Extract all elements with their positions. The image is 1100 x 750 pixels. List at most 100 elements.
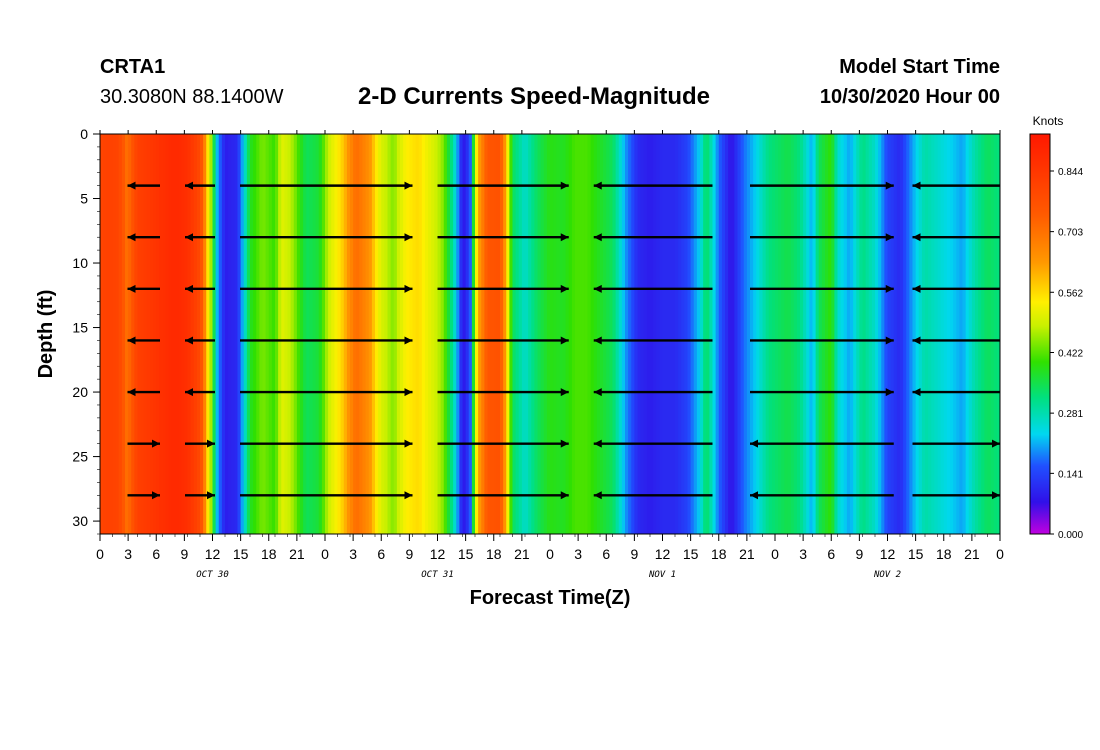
heatmap-cell [743, 134, 748, 534]
heatmap-cell [434, 134, 439, 534]
x-tick-label: 15 [458, 546, 474, 562]
current-vector-arrow [593, 388, 713, 397]
y-tick-label: 20 [72, 384, 88, 400]
heatmap-cell [531, 134, 535, 534]
heatmap-cell [731, 134, 735, 534]
heatmap-cell [162, 134, 167, 534]
current-vector-arrow [750, 336, 894, 345]
x-tick-label: 3 [124, 546, 132, 562]
heatmap-cell [762, 134, 767, 534]
heatmap-cell [450, 134, 454, 534]
heatmap-cell [800, 134, 804, 534]
heatmap-cell [178, 134, 182, 534]
heatmap-cell [571, 134, 576, 534]
heatmap-cell [331, 134, 335, 534]
y-tick-label: 0 [80, 126, 88, 142]
x-tick-label: 18 [711, 546, 727, 562]
y-tick-label: 25 [72, 449, 88, 465]
heatmap-cell [915, 134, 920, 534]
heatmap-cell [618, 134, 623, 534]
heatmap-cell [143, 134, 148, 534]
heatmap-cell [846, 134, 851, 534]
x-tick-label: 12 [655, 546, 671, 562]
heatmap-cell [609, 134, 614, 534]
heatmap-cell [615, 134, 620, 534]
heatmap-cell [559, 134, 564, 534]
heatmap-cell [200, 134, 204, 534]
heatmap-cell [659, 134, 664, 534]
heatmap-cell [368, 134, 373, 534]
heatmap-cell [393, 134, 398, 534]
current-vector-arrow [240, 181, 413, 190]
heatmap-cell [462, 134, 467, 534]
heatmap-cell [946, 134, 951, 534]
heatmap-cell [256, 134, 260, 534]
heatmap-cell [550, 134, 554, 534]
heatmap-cell [703, 134, 707, 534]
heatmap-cell [893, 134, 898, 534]
current-vector-arrow [593, 233, 713, 242]
heatmap-cell [278, 134, 282, 534]
heatmap-cell [403, 134, 407, 534]
current-vector-arrow [912, 388, 1000, 397]
heatmap-cell [868, 134, 873, 534]
x-tick-label: 3 [799, 546, 807, 562]
heatmap-cell [625, 134, 629, 534]
heatmap-cell [309, 134, 314, 534]
heatmap-cell [603, 134, 607, 534]
heatmap-cell [400, 134, 404, 534]
heatmap-cell [734, 134, 739, 534]
heatmap-cell [428, 134, 432, 534]
heatmap-cell [153, 134, 157, 534]
heatmap-cell [190, 134, 195, 534]
heatmap-cell [606, 134, 610, 534]
heatmap-cell [184, 134, 189, 534]
heatmap-cell [993, 134, 998, 534]
heatmap-cell [821, 134, 826, 534]
x-tick-label: 3 [349, 546, 357, 562]
current-vector-arrow [127, 388, 160, 397]
heatmap-cell [375, 134, 379, 534]
heatmap-cell [528, 134, 532, 534]
x-tick-label: 6 [377, 546, 385, 562]
x-tick-label: 3 [574, 546, 582, 562]
x-tick-label: 9 [630, 546, 638, 562]
heatmap-cell [981, 134, 985, 534]
heatmap-cell [984, 134, 989, 534]
x-tick-label: 21 [964, 546, 980, 562]
heatmap-cell [818, 134, 823, 534]
colorbar-tick-label: 0.281 [1058, 409, 1083, 420]
heatmap-cell [118, 134, 123, 534]
colorbar-tick-label: 0.422 [1058, 348, 1083, 359]
heatmap-cell [165, 134, 170, 534]
heatmap-cell [856, 134, 860, 534]
heatmap-cell [809, 134, 814, 534]
heatmap-cell [468, 134, 473, 534]
heatmap-cell [775, 134, 779, 534]
heatmap-cell [243, 134, 248, 534]
heatmap-cell [340, 134, 345, 534]
heatmap-cell [175, 134, 179, 534]
heatmap-cell [540, 134, 545, 534]
current-vector-arrow [593, 284, 713, 293]
colorbar-gradient [1029, 133, 1051, 535]
heatmap-cell [593, 134, 598, 534]
heatmap-cell [737, 134, 742, 534]
heatmap-cell [693, 134, 698, 534]
heatmap-cell [500, 134, 504, 534]
heatmap-cell [859, 134, 864, 534]
x-date-label: NOV 1 [648, 570, 676, 580]
x-tick-label: 6 [602, 546, 610, 562]
heatmap-cell [171, 134, 176, 534]
current-vector-arrow [750, 388, 894, 397]
y-axis: 0 5 10 15 20 25 30 [72, 126, 100, 535]
heatmap-cell [384, 134, 389, 534]
heatmap-cell [265, 134, 270, 534]
x-axis: 0 3 6 9 12 15 18 21 0 3 6 9 12 15 18 21 0 3 6 9 12 15 18 21 0 3 6 9… [96, 130, 1004, 580]
heatmap-cell [684, 134, 689, 534]
current-vector-arrow [437, 388, 569, 397]
heatmap-cell [828, 134, 832, 534]
x-tick-label: 0 [96, 546, 104, 562]
heatmap-cell [934, 134, 939, 534]
heatmap-cell [646, 134, 651, 534]
